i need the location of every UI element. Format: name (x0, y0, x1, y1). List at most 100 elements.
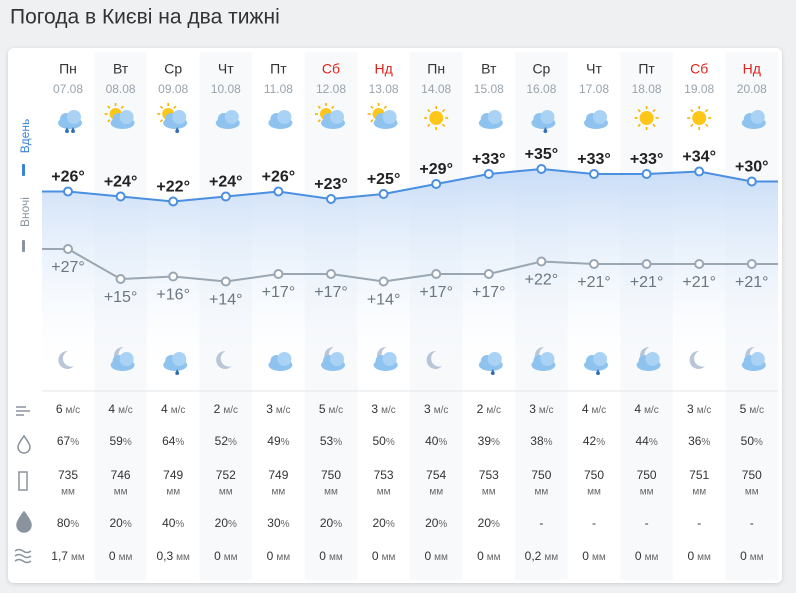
precip-unit: мм (176, 552, 190, 563)
weather-icon (636, 346, 661, 371)
precip-chance-unit: % (491, 519, 500, 530)
wind-unit: м/с (381, 405, 396, 416)
cloud (119, 110, 134, 124)
wind: 4 м/с (634, 402, 658, 416)
moon (689, 350, 706, 369)
day-date: 15.08 (474, 82, 504, 96)
precip-chance: 20% (478, 516, 500, 530)
humidity-unit: % (754, 437, 763, 448)
humidity-unit: % (175, 437, 184, 448)
cloud (487, 352, 502, 366)
precip-value: 0 (687, 549, 694, 563)
cloud (750, 352, 765, 366)
night-temp: +22° (525, 272, 559, 289)
night-temp: +17° (314, 284, 348, 301)
raindrop (71, 127, 75, 133)
precip: 0 мм (687, 549, 711, 563)
night-temp: +17° (419, 284, 453, 301)
humidity-unit: % (333, 437, 342, 448)
day-temp: +24° (209, 174, 243, 191)
wind-value: 4 (161, 402, 168, 416)
sun (429, 111, 444, 125)
day-point (326, 194, 336, 204)
precip-icon (14, 548, 32, 564)
humidity-value: 53 (320, 434, 334, 448)
day-temp: +33° (472, 151, 506, 168)
day-point (641, 169, 652, 179)
night-point (115, 274, 126, 284)
pressure-icon (18, 471, 28, 491)
pressure-unit: мм (272, 487, 286, 498)
precip-chance-unit: % (438, 519, 447, 530)
raindrop (175, 369, 180, 375)
sun (639, 111, 654, 125)
day-name: Ср (532, 61, 550, 77)
precip: 0 мм (582, 549, 606, 563)
cloud (172, 110, 187, 124)
precip: 0 мм (477, 549, 501, 563)
wind-icon (16, 406, 30, 416)
raindrop (543, 127, 548, 133)
humidity-unit: % (281, 437, 290, 448)
precip-value: 0,3 (156, 549, 173, 563)
wind-unit: м/с (434, 405, 449, 416)
precip-value: 0,2 (525, 549, 542, 563)
day-temp: +29° (419, 161, 453, 178)
humidity: 42% (583, 434, 605, 448)
precip: 0,2 мм (525, 549, 559, 563)
night-temp: +14° (209, 292, 243, 309)
raindrop (175, 127, 180, 133)
precip-chance-unit: % (333, 519, 342, 530)
precip-chance-value: 20 (215, 516, 229, 530)
night-point (589, 259, 599, 269)
night-temp: +17° (472, 284, 506, 301)
sun-ray (159, 105, 164, 109)
sun-ray (441, 123, 446, 128)
sun-ray (441, 108, 446, 113)
wind-value: 3 (687, 402, 694, 416)
precip-chance: 20% (215, 516, 237, 530)
pressure-unit: мм (745, 487, 759, 498)
humidity-value: 39 (478, 434, 492, 448)
sun-ray (637, 123, 641, 128)
precip-chance: - (697, 516, 701, 530)
wind: 2 м/с (477, 402, 501, 416)
weather-icon (104, 103, 135, 129)
sun-ray (704, 108, 709, 113)
pressure: 749 (268, 468, 288, 482)
sun-ray (690, 123, 694, 128)
precip: 0 мм (635, 549, 659, 563)
precip-unit: мм (592, 552, 606, 563)
wind-value: 2 (477, 402, 484, 416)
sun-ray (173, 105, 177, 109)
precip-value: 0 (424, 549, 431, 563)
day-temp: +26° (51, 169, 85, 186)
pressure: 750 (584, 468, 604, 482)
precip: 0,3 мм (156, 549, 190, 563)
precip: 0 мм (267, 549, 291, 563)
humidity-value: 50 (372, 434, 386, 448)
humidity-value: 67 (57, 434, 71, 448)
humidity-value: 44 (635, 434, 649, 448)
wind-unit: м/с (749, 405, 764, 416)
wind-value: 4 (582, 402, 589, 416)
humidity-unit: % (438, 437, 447, 448)
precip-chance-value: - (592, 516, 596, 530)
pressure-unit: мм (482, 487, 496, 498)
precip-value: 0 (740, 549, 747, 563)
day-temp: +35° (525, 146, 559, 163)
cloud (593, 110, 607, 124)
humidity: 39% (478, 434, 500, 448)
precip-chance-value: - (645, 516, 649, 530)
humidity-unit: % (70, 437, 79, 448)
pressure-unit: мм (429, 487, 443, 498)
day-name: Сб (690, 61, 708, 77)
cloud (750, 110, 765, 124)
night-point (483, 269, 494, 279)
sun-ray (637, 108, 641, 113)
weather-icon (215, 110, 240, 129)
cloud (277, 110, 292, 124)
humidity-value: 36 (688, 434, 702, 448)
moon (58, 350, 74, 369)
